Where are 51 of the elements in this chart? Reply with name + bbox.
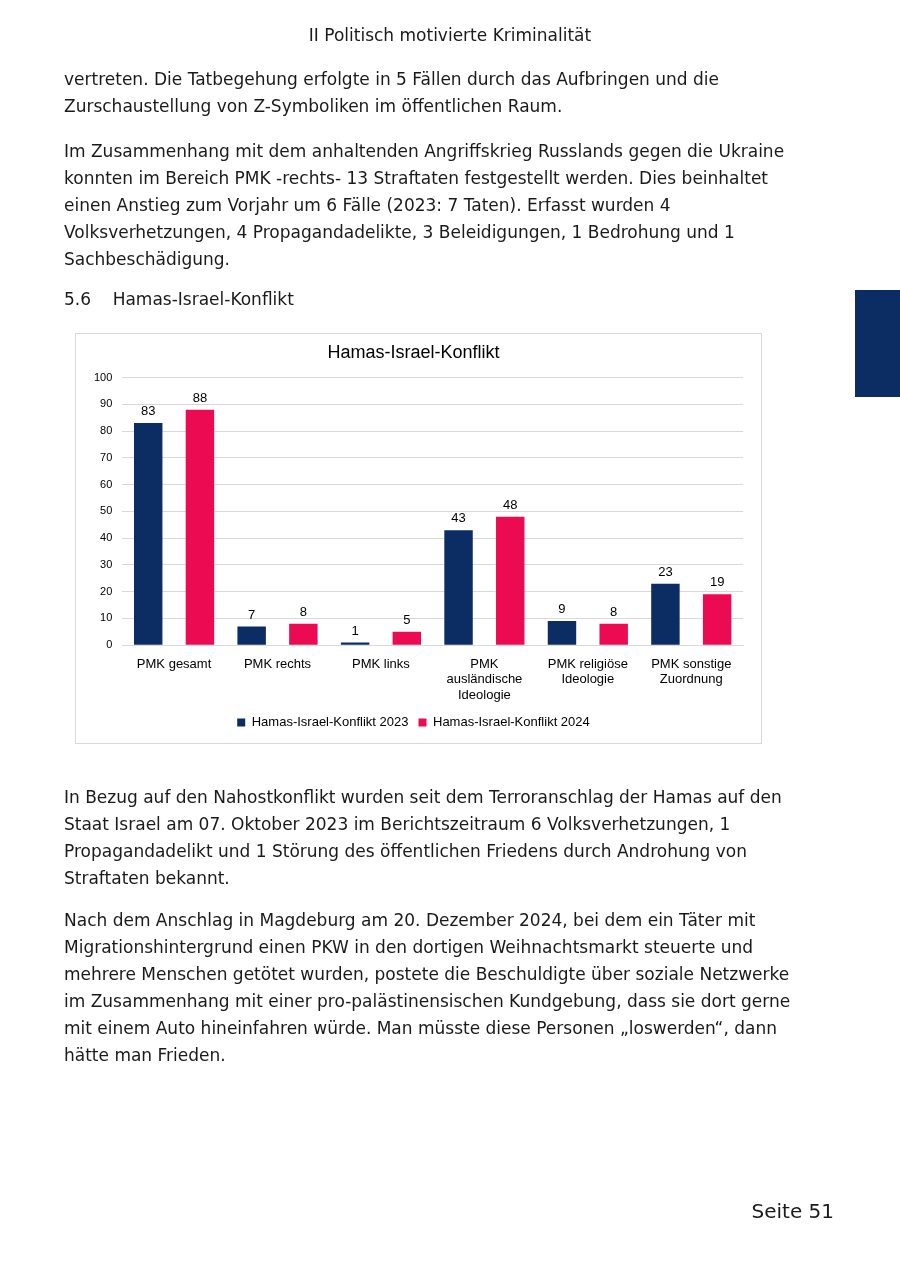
bar: [185, 409, 215, 645]
bar: [599, 623, 628, 645]
x-tick-label: PMK religiöse Ideologie: [547, 655, 628, 687]
text: 5.6 Hamas-Israel-Konflikt: [64, 288, 295, 311]
data-label: 8: [610, 603, 618, 619]
text: II Politisch motivierte Kriminalität: [307, 24, 593, 47]
y-tick-label: 50: [100, 504, 113, 517]
bar: [340, 642, 370, 645]
x-tick-label: PMK gesamt: [136, 655, 212, 671]
y-tick-label: 90: [100, 397, 113, 410]
x-tick-label: PMK links: [352, 655, 411, 671]
y-tick-label: 30: [100, 557, 113, 570]
data-label: 88: [192, 389, 208, 405]
text: vertreten. Die Tatbegehung erfolgte in 5 Fällen durch das Aufbringen und die Zurschaustellung von Z-Symboliken im öffentlichen Raum.: [64, 68, 720, 118]
bar: [651, 583, 680, 645]
data-label: 43: [451, 510, 466, 526]
x-tick-label: PMK sonstige Zuordnung: [651, 655, 732, 687]
x-tick-label: PMK rechts: [243, 655, 312, 671]
bar: [547, 621, 577, 645]
data-label: 19: [709, 574, 725, 590]
chart-title: Hamas-Israel-Konflikt: [327, 341, 500, 362]
text: Im Zusammenhang mit dem anhaltenden Angriffskrieg Russlands gegen die Ukraine konnten im Bereich PMK -rechts- 13 Straftaten festgestellt werden. Dies beinhaltet einen Anstieg zum Vorjahr um 6 Fälle (2023: 7 Taten). Erfasst wurden 4 Volksverhetzungen, 4 Propagandadelikte, 3 Beleidigungen, 1 Bedrohung und 1 Sachbeschädigung.: [64, 140, 786, 271]
y-tick-label: 40: [100, 531, 113, 544]
y-tick-label: 80: [100, 424, 113, 437]
text: Nach dem Anschlag in Magdeburg am 20. Dezember 2024, bei dem ein Täter mit Migrationshintergrund einen PKW in den dortigen Weihnachtsmarkt steuerte und mehrere Menschen getötet wurden, postete die Beschuldigte über soziale Netzwerke im Zusammenhang mit einer pro-palästinensischen Kundgebung, dass sie dort gerne mit einem Auto hineinfahren würde. Man müsste diese Personen „loswerden“, dann hätte man Frieden.: [64, 909, 792, 1067]
y-tick-label: 100: [93, 370, 113, 383]
data-label: 7: [248, 606, 256, 622]
bar: [237, 626, 266, 645]
data-label: 8: [299, 603, 307, 619]
legend-label: Hamas-Israel-Konflikt 2023: [251, 714, 409, 730]
data-label: 1: [351, 622, 359, 638]
bar: [392, 631, 422, 645]
x-tick-label: PMK ausländische Ideologie: [446, 655, 523, 702]
y-tick-label: 10: [100, 611, 113, 624]
bar: [496, 516, 525, 645]
legend-label: Hamas-Israel-Konflikt 2024: [433, 714, 590, 730]
data-label: 5: [403, 611, 411, 627]
y-tick-label: 0: [106, 638, 113, 651]
bar: [133, 423, 163, 645]
y-tick-label: 60: [100, 477, 113, 490]
bar: [289, 623, 318, 645]
y-tick-label: 70: [100, 450, 113, 463]
y-tick-label: 20: [100, 584, 113, 597]
bar: [444, 530, 473, 645]
bar: [702, 594, 732, 645]
data-label: 9: [558, 601, 566, 617]
data-label: 48: [503, 496, 518, 512]
text: In Bezug auf den Nahostkonflikt wurden seit dem Terroranschlag der Hamas auf den Staat Israel am 07. Oktober 2023 im Berichtszeitraum 6 Volksverhetzungen, 1 Propagandadelikt und 1 Störung des öffentlichen Friedens durch Androhung von Straftaten bekannt.: [64, 786, 783, 890]
data-label: 83: [140, 403, 156, 419]
data-label: 23: [658, 563, 673, 579]
text: Seite 51: [750, 1198, 834, 1225]
